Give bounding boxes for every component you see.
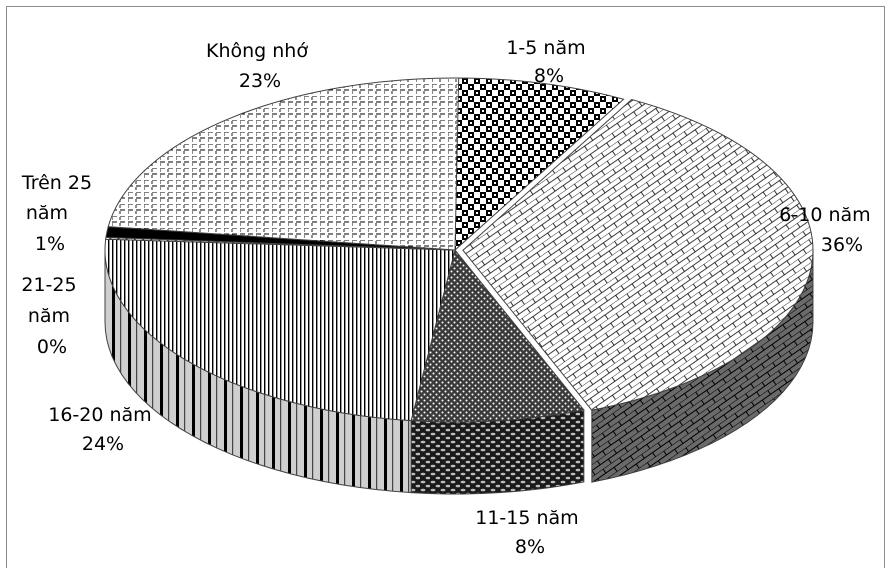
label-name-line: Không nhớ: [206, 40, 308, 62]
label-value-line: 0%: [37, 336, 67, 358]
data-label-11-15: 11-15 năm 8%: [475, 507, 585, 558]
pie-side-11-15-nam: [410, 409, 585, 495]
data-label-1-5: 1-5 năm 8%: [506, 37, 591, 87]
pie-slice-khong-nho: [107, 77, 460, 251]
pie-slice-16-20-nam: [104, 238, 456, 422]
pie-tops: [104, 77, 814, 423]
data-labels: 1-5 năm 8% 6-10 năm 36% 11-15 năm 8% 16-…: [21, 37, 876, 558]
label-value-line: 23%: [239, 70, 281, 92]
data-label-tren-25: Trên 25 năm 1%: [21, 172, 98, 255]
label-value-line: 1%: [35, 233, 65, 255]
label-name-line: năm: [26, 202, 68, 224]
label-name-line: 6-10 năm: [779, 204, 870, 226]
label-value-line: 24%: [82, 433, 124, 455]
pie-slice-11-15-nam: [410, 248, 585, 423]
data-label-16-20: 16-20 năm 24%: [48, 404, 158, 455]
label-name-line: năm: [28, 305, 70, 327]
label-name-line: 21-25: [21, 274, 76, 296]
label-value-line: 8%: [534, 65, 564, 87]
data-label-6-10: 6-10 năm 36%: [779, 204, 876, 256]
pie-slice-6-10-nam: [462, 98, 814, 411]
pie-slice-1-5-nam: [454, 77, 625, 252]
label-name-line: 11-15 năm: [475, 507, 578, 529]
label-value-line: 36%: [821, 234, 863, 256]
label-name-line: Trên 25: [21, 172, 92, 194]
label-value-line: 8%: [515, 536, 545, 558]
label-name-line: 16-20 năm: [48, 404, 151, 426]
label-name-line: 1-5 năm: [506, 37, 585, 59]
data-label-khong-nho: Không nhớ 23%: [206, 40, 314, 92]
data-label-21-25: 21-25 năm 0%: [21, 274, 82, 358]
